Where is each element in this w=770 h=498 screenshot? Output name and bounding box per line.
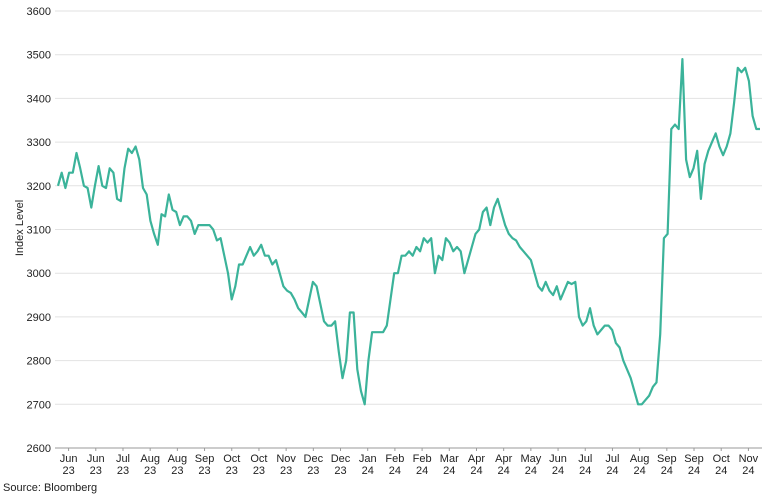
x-tick-label-month: Jul (578, 453, 592, 465)
y-tick-label: 2800 (27, 356, 51, 368)
y-tick-label: 3500 (27, 50, 51, 62)
x-tick-label-month: Oct (250, 453, 267, 465)
source-note: Source: Bloomberg (3, 482, 98, 494)
x-tick-label-year: 23 (280, 465, 292, 477)
series-layer (56, 57, 760, 406)
x-tick-label-month: Oct (713, 453, 730, 465)
x-tick-label-year: 23 (253, 465, 265, 477)
x-tick-label-year: 23 (90, 465, 102, 477)
x-tick-label-year: 24 (498, 465, 510, 477)
x-tick-label-year: 23 (198, 465, 210, 477)
x-tick-label-year: 24 (579, 465, 591, 477)
y-tick-label: 3100 (27, 225, 51, 237)
x-tick-label-month: Nov (276, 453, 296, 465)
x-tick-label-year: 24 (389, 465, 401, 477)
x-tick-label-month: Dec (331, 453, 351, 465)
x-tick-label-year: 24 (742, 465, 754, 477)
x-tick-label-month: Jul (116, 453, 130, 465)
x-axis: Jun23Jun23Jul23Aug23Aug23Sep23Oct23Oct23… (60, 448, 759, 477)
x-tick-label-month: Jun (549, 453, 567, 465)
x-tick-label-month: Aug (140, 453, 160, 465)
x-tick-label-month: Feb (385, 453, 404, 465)
x-tick-label-month: Sep (195, 453, 215, 465)
x-tick-label-year: 24 (443, 465, 455, 477)
x-tick-label-month: May (520, 453, 541, 465)
x-tick-label-month: Mar (440, 453, 459, 465)
x-tick-label-month: Sep (684, 453, 704, 465)
gridlines (55, 10, 762, 449)
y-tick-label: 3200 (27, 181, 51, 193)
x-tick-label-month: Nov (739, 453, 759, 465)
x-tick-label-year: 23 (171, 465, 183, 477)
x-tick-label-month: Sep (657, 453, 677, 465)
x-tick-label-year: 24 (688, 465, 700, 477)
x-tick-label-year: 24 (525, 465, 537, 477)
y-tick-label: 3600 (27, 6, 51, 18)
x-tick-label-month: Aug (630, 453, 650, 465)
x-tick-label-month: Jul (605, 453, 619, 465)
x-tick-label-year: 23 (117, 465, 129, 477)
x-tick-label-month: Jan (359, 453, 377, 465)
x-tick-label-month: Jun (60, 453, 78, 465)
x-tick-label-month: Aug (168, 453, 188, 465)
x-tick-label-year: 24 (552, 465, 564, 477)
x-tick-label-year: 24 (606, 465, 618, 477)
y-tick-label: 2700 (27, 399, 51, 411)
x-tick-label-month: Apr (468, 453, 485, 465)
x-tick-label-year: 23 (334, 465, 346, 477)
x-tick-label-year: 23 (144, 465, 156, 477)
x-tick-label-year: 24 (362, 465, 374, 477)
x-tick-label-year: 24 (470, 465, 482, 477)
x-tick-label-year: 24 (715, 465, 727, 477)
x-tick-label-month: Oct (223, 453, 240, 465)
series-line (56, 57, 760, 406)
x-tick-label-month: Feb (413, 453, 432, 465)
y-axis: 2600 2700 2800 2900 3000 3100 3200 3300 3400 3500… (27, 6, 51, 455)
y-tick-label: 3000 (27, 268, 51, 280)
y-axis-title: Index Level (14, 200, 26, 256)
x-tick-label-year: 24 (634, 465, 646, 477)
x-tick-label-month: Jun (87, 453, 105, 465)
y-tick-label: 2900 (27, 312, 51, 324)
x-tick-label-year: 23 (62, 465, 74, 477)
y-tick-label: 3300 (27, 137, 51, 149)
y-tick-label: 3400 (27, 93, 51, 105)
x-tick-label-year: 23 (307, 465, 319, 477)
line-chart: 2600 2700 2800 2900 3000 3100 3200 3300 3400 3500… (14, 6, 762, 477)
y-tick-label: 2600 (27, 443, 51, 455)
x-tick-label-year: 24 (416, 465, 428, 477)
x-tick-label-month: Dec (304, 453, 324, 465)
x-tick-label-year: 23 (226, 465, 238, 477)
x-tick-label-year: 24 (661, 465, 673, 477)
x-tick-label-month: Apr (495, 453, 512, 465)
